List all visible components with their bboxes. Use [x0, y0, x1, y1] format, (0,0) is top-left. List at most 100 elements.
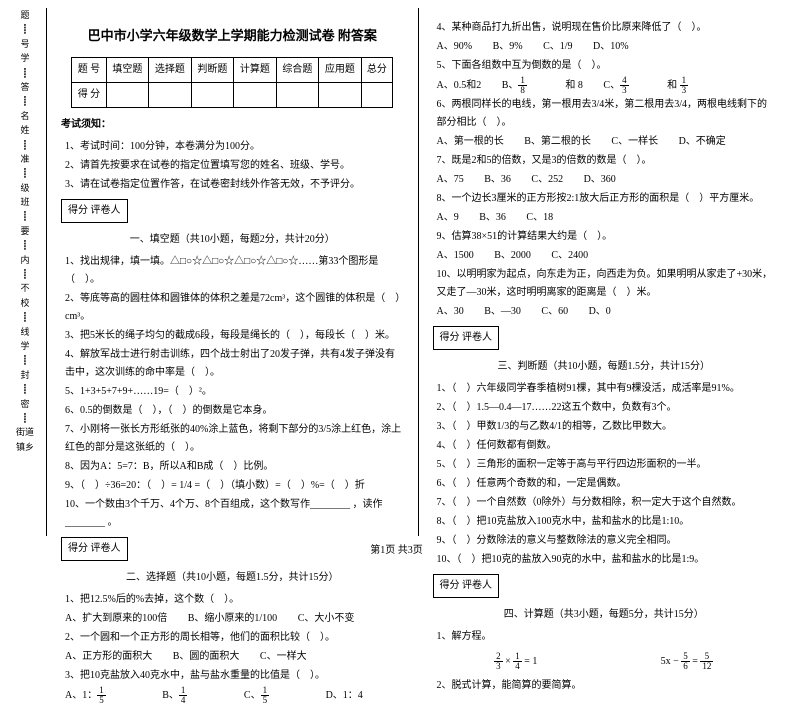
s2q9: 9、估算38×51的计算结果大约是（ ）。 [437, 228, 776, 246]
s1q8: 8、因为A：5=7：B，所以A和B成（ ）比例。 [65, 458, 404, 476]
s2q2o: A、正方形的面积大 B、圆的面积大 C、一样大 [65, 648, 404, 666]
notice3: 3、请在试卷指定位置作答，在试卷密封线外作答无效，不予评分。 [65, 176, 404, 194]
o: A、75 [437, 171, 464, 189]
o: A、正方形的面积大 [65, 648, 152, 666]
g0: 题 [16, 8, 34, 22]
o: B、14 [162, 686, 223, 705]
s2q4: 4、某种商品打九折出售，说明现在售价比原来降低了（ ）。 [437, 19, 776, 37]
o: D、360 [584, 171, 616, 189]
calc1: 23 × 14 = 1 [494, 652, 537, 671]
o: D、0 [589, 303, 611, 321]
o: C、大小不变 [298, 610, 355, 628]
o: D、1：4 [326, 687, 363, 705]
s3q3: 3、（ ）甲数1/3的与乙数4/1的相等，乙数比甲数大。 [437, 418, 776, 436]
g9: 要 [16, 224, 34, 238]
g15: 封 [16, 368, 34, 382]
s2q9o: A、1500 B、2000 C、2400 [437, 247, 776, 265]
sec3-title: 三、判断题（共10小题，每题1.5分，共计15分） [433, 358, 776, 376]
s3q8: 8、（ ）把10克盐放入100克水中，盐和盐水的比是1:10。 [437, 513, 776, 531]
th1: 填空题 [106, 58, 149, 83]
cell [191, 83, 234, 108]
g8: 级 [16, 181, 34, 195]
cell [234, 83, 277, 108]
s1q10: 10、一个数由3个千万、4个万、8个百组成，这个数写作________ ，读作_… [65, 496, 404, 532]
cell [106, 83, 149, 108]
row-label: 得 分 [72, 83, 106, 108]
s3q2: 2、（ ）1.5—0.4—17……22这五个数中，负数有3个。 [437, 399, 776, 417]
s1q5: 5、1+3+5+7+9+……19=（ ）²。 [65, 383, 404, 401]
g18: 镇乡 [16, 440, 34, 454]
o: B、—30 [484, 303, 521, 321]
s2q6o: A、第一根的长 B、第二根的长 C、一样长 D、不确定 [437, 133, 776, 151]
o: B、圆的面积大 [173, 648, 240, 666]
o: C、43 和 13 [603, 76, 724, 95]
right-column: 4、某种商品打九折出售，说明现在售价比原来降低了（ ）。 A、90% B、9% … [418, 8, 790, 536]
o: C、1/9 [543, 38, 572, 56]
th3: 判断题 [191, 58, 234, 83]
cell [276, 83, 319, 108]
o: A、1：15 [65, 686, 142, 705]
o: A、9 [437, 209, 459, 227]
o: A、0.5和2 [437, 77, 482, 95]
g7: 班 [16, 195, 34, 209]
s2q8o: A、9 B、36 C、18 [437, 209, 776, 227]
calc-bottom: 2、脱式计算，能简算的要简算。 [437, 677, 776, 695]
calc2: 5x − 56 = 512 [661, 652, 714, 671]
s1q7: 7、小刚将一张长方形纸张的40%涂上蓝色，将剩下部分的3/5涂上红色，涂上红色的… [65, 421, 404, 457]
s2q5o: A、0.5和2 B、18 和 8 C、43 和 13 [437, 76, 776, 95]
s1q2: 2、等底等高的圆柱体和圆锥体的体积之差是72cm³，这个圆锥的体积是（ ）cm³… [65, 290, 404, 326]
g10: 内 [16, 253, 34, 267]
o: C、252 [531, 171, 563, 189]
s2q7o: A、75 B、36 C、252 D、360 [437, 171, 776, 189]
s3q7: 7、（ ）一个自然数（0除外）与分数相除，积一定大于这个自然数。 [437, 494, 776, 512]
g13: 线 [16, 325, 34, 339]
page-footer: 第1页 共3页 [0, 541, 793, 556]
score-table: 题 号 填空题 选择题 判断题 计算题 综合题 应用题 总分 得 分 [71, 57, 393, 108]
binding-gutter: 题 ┋ 号 学 ┋ 答 ┋ 名 姓 ┋ 准 ┋ 级 班 ┋ 要 ┋ 内 ┋ 不 … [4, 8, 46, 536]
calc-row: 23 × 14 = 1 5x − 56 = 512 [433, 652, 776, 671]
s3q4: 4、（ ）任何数都有倒数。 [437, 437, 776, 455]
o: C、一样长 [611, 133, 658, 151]
cell [361, 83, 393, 108]
s1q4: 4、解放军战士进行射击训练，四个战士射出了20发子弹，共有4发子弹没有击中，这次… [65, 346, 404, 382]
o: B、缩小原来的1/100 [188, 610, 277, 628]
s3q1: 1、（ ）六年级同学春季植树91棵，其中有9棵没活，成活率是91%。 [437, 380, 776, 398]
scorebox4: 得分 评卷人 [433, 574, 500, 598]
s1q6: 6、0.5的倒数是（ ），（ ）的倒数是它本身。 [65, 402, 404, 420]
s2q3o: A、1：15 B、14 C、15 D、1：4 [65, 686, 404, 705]
o: D、10% [593, 38, 629, 56]
s2q10: 10、以明明家为起点，向东走为正，向西走为负。如果明明从家走了+30米，又走了—… [437, 266, 776, 302]
o: B、2000 [494, 247, 531, 265]
o: C、2400 [551, 247, 588, 265]
s2q2: 2、一个圆和一个正方形的周长相等，他们的面积比较（ ）。 [65, 629, 404, 647]
g4: 名 [16, 109, 34, 123]
s2q8: 8、一个边长3厘米的正方形按2:1放大后正方形的面积是（ ）平方厘米。 [437, 190, 776, 208]
o: B、9% [493, 38, 523, 56]
s1q3: 3、把5米长的绳子均匀的截成6段，每段是绳长的（ ），每段长（ ）米。 [65, 327, 404, 345]
sec2-title: 二、选择题（共10小题，每题1.5分，共计15分） [61, 569, 404, 587]
sec4-title: 四、计算题（共3小题，每题5分，共计15分） [433, 606, 776, 624]
s2q7: 7、既是2和5的倍数，又是3的倍数的数是（ ）。 [437, 152, 776, 170]
s3q5: 5、（ ）三角形的面积一定等于高与平行四边形面积的一半。 [437, 456, 776, 474]
g14: 学 [16, 339, 34, 353]
s3q6: 6、（ ）任意两个奇数的和，一定是偶数。 [437, 475, 776, 493]
s2q4o: A、90% B、9% C、1/9 D、10% [437, 38, 776, 56]
s2q1o: A、扩大到原来的100倍 B、缩小原来的1/100 C、大小不变 [65, 610, 404, 628]
s2q3: 3、把10克盐放入40克水中，盐与盐水重量的比值是（ ）。 [65, 667, 404, 685]
g2: 学 [16, 51, 34, 65]
o: A、扩大到原来的100倍 [65, 610, 167, 628]
cell [149, 83, 192, 108]
g6: 准 [16, 152, 34, 166]
g11: 不 [16, 281, 34, 295]
notice1: 1、考试时间：100分钟，本卷满分为100分。 [65, 138, 404, 156]
o: D、不确定 [679, 133, 726, 151]
o: A、1500 [437, 247, 474, 265]
o: B、36 [479, 209, 506, 227]
s2q6: 6、两根同样长的电线，第一根用去3/4米，第二根用去3/4，两根电线剩下的部分相… [437, 96, 776, 132]
th6: 应用题 [319, 58, 362, 83]
o: C、一样大 [260, 648, 307, 666]
scorebox3: 得分 评卷人 [433, 326, 500, 350]
o: B、18 和 8 [502, 76, 583, 95]
s2q1: 1、把12.5%后的%去掉，这个数（ ）。 [65, 591, 404, 609]
o: B、第二根的长 [524, 133, 591, 151]
